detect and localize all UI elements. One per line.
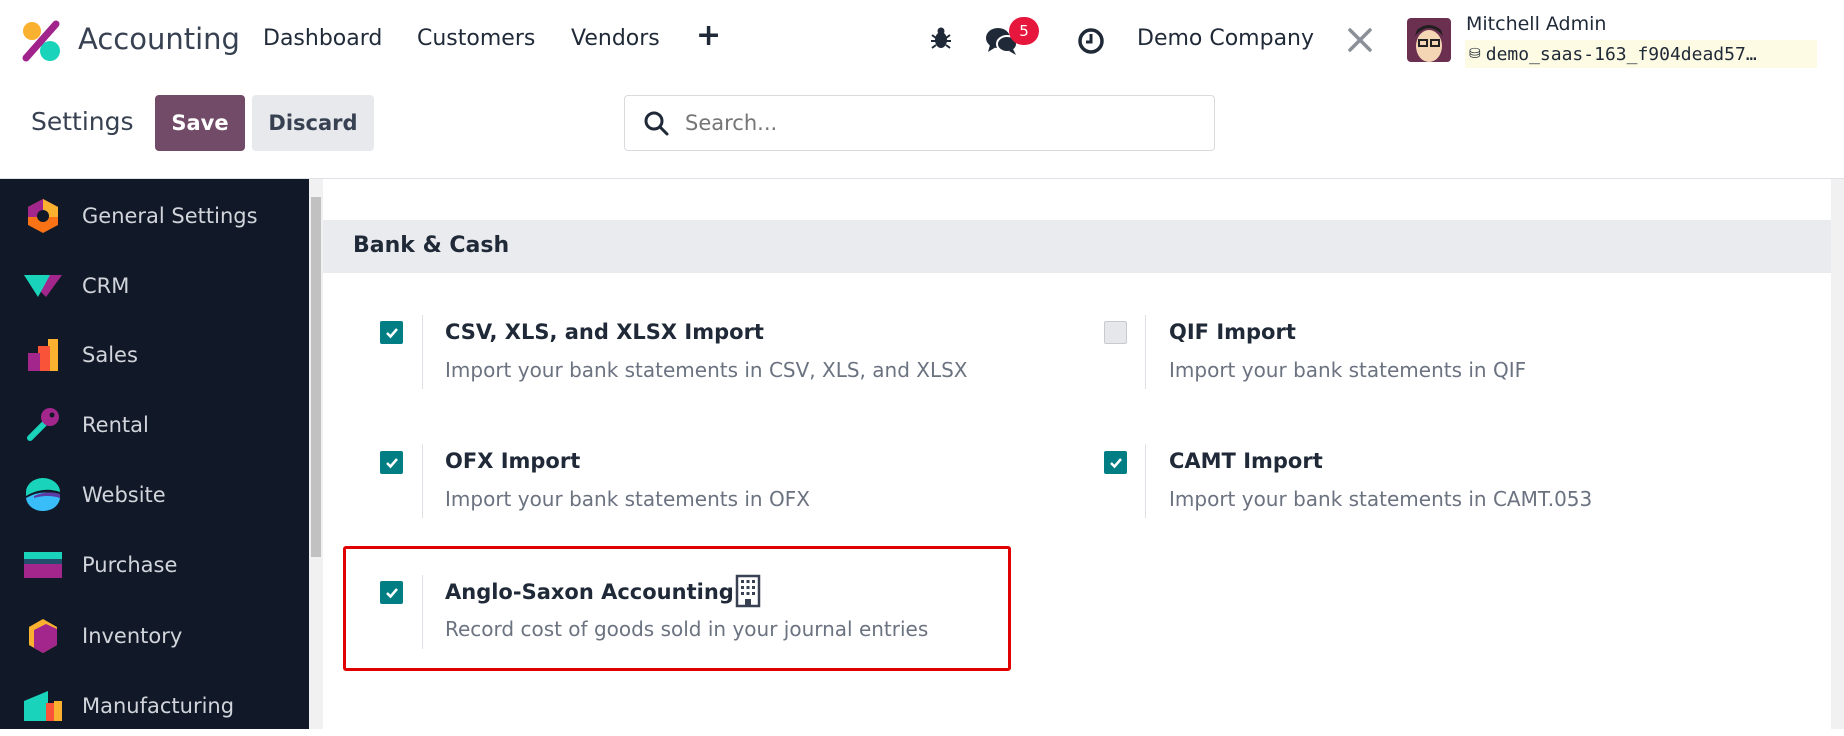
divider bbox=[1145, 444, 1146, 518]
divider bbox=[1145, 315, 1146, 389]
sidebar-item-label: Purchase bbox=[82, 553, 178, 577]
setting-description: Import your bank statements in CSV, XLS,… bbox=[445, 358, 968, 382]
app-title: Accounting bbox=[78, 22, 240, 56]
search-box[interactable] bbox=[624, 95, 1215, 151]
setting-description: Import your bank statements in OFX bbox=[445, 487, 810, 511]
chat-badge: 5 bbox=[1009, 17, 1039, 45]
sidebar-item-crm[interactable]: CRM bbox=[0, 256, 309, 316]
sidebar-item-label: Manufacturing bbox=[82, 694, 235, 718]
sidebar-item-general-settings[interactable]: General Settings bbox=[0, 186, 309, 246]
sidebar-item-inventory[interactable]: Inventory bbox=[0, 606, 309, 666]
sales-icon bbox=[28, 339, 58, 371]
check-icon bbox=[385, 457, 398, 468]
section-title: Bank & Cash bbox=[353, 233, 510, 258]
purchase-icon bbox=[24, 552, 62, 578]
divider bbox=[0, 178, 1844, 179]
sidebar-item-label: Inventory bbox=[82, 624, 183, 648]
sidebar-item-label: Sales bbox=[82, 343, 138, 367]
qif-import-checkbox[interactable] bbox=[1104, 321, 1127, 344]
section-header: Bank & Cash bbox=[323, 220, 1831, 273]
search-icon bbox=[644, 111, 669, 136]
sidebar: General Settings CRM Sales Rental Websit… bbox=[0, 179, 309, 729]
highlight-box bbox=[343, 546, 1011, 671]
sidebar-item-label: General Settings bbox=[82, 204, 258, 228]
anglo-saxon-checkbox[interactable] bbox=[380, 581, 403, 604]
nav-customers[interactable]: Customers bbox=[417, 26, 536, 51]
plus-icon[interactable]: + bbox=[696, 18, 722, 53]
nav-vendors[interactable]: Vendors bbox=[571, 26, 660, 51]
company-switcher[interactable]: Demo Company bbox=[1137, 26, 1315, 51]
setting-description: Import your bank statements in QIF bbox=[1169, 358, 1527, 382]
user-name[interactable]: Mitchell Admin bbox=[1466, 13, 1607, 35]
chat-icon bbox=[986, 28, 1018, 55]
sidebar-item-website[interactable]: Website bbox=[0, 465, 309, 525]
clock-icon[interactable] bbox=[1077, 27, 1105, 59]
discard-button[interactable]: Discard bbox=[252, 95, 374, 151]
building-icon bbox=[735, 574, 761, 612]
chat-button[interactable] bbox=[985, 24, 1025, 58]
nav-dashboard[interactable]: Dashboard bbox=[263, 26, 383, 51]
ofx-import-checkbox[interactable] bbox=[380, 451, 403, 474]
content-scrollbar[interactable] bbox=[1831, 179, 1844, 729]
app-logo[interactable] bbox=[22, 20, 62, 62]
sidebar-scrollbar[interactable] bbox=[309, 179, 323, 729]
database-badge: ⛁ demo_saas-163_f904dead57… bbox=[1465, 40, 1817, 68]
crm-icon bbox=[24, 275, 62, 297]
csv-import-checkbox[interactable] bbox=[380, 321, 403, 344]
check-icon bbox=[385, 327, 398, 338]
sidebar-item-label: Website bbox=[82, 483, 166, 507]
bug-icon[interactable] bbox=[930, 26, 952, 54]
sidebar-item-rental[interactable]: Rental bbox=[0, 395, 309, 455]
page-title: Settings bbox=[31, 107, 134, 136]
divider bbox=[422, 315, 423, 389]
avatar[interactable] bbox=[1407, 18, 1451, 62]
sidebar-item-label: CRM bbox=[82, 274, 130, 298]
manufacturing-icon bbox=[24, 691, 62, 721]
setting-title: Anglo-Saxon Accounting bbox=[445, 580, 734, 604]
setting-description: Record cost of goods sold in your journa… bbox=[445, 617, 929, 641]
camt-import-checkbox[interactable] bbox=[1104, 451, 1127, 474]
database-name: demo_saas-163_f904dead57… bbox=[1485, 43, 1757, 65]
tools-icon[interactable] bbox=[1346, 26, 1374, 58]
sidebar-item-manufacturing[interactable]: Manufacturing bbox=[0, 676, 309, 736]
inventory-icon bbox=[29, 619, 57, 653]
rental-icon bbox=[27, 408, 59, 441]
database-icon: ⛁ bbox=[1469, 46, 1481, 62]
check-icon bbox=[385, 587, 398, 598]
sidebar-item-sales[interactable]: Sales bbox=[0, 325, 309, 385]
check-icon bbox=[1109, 457, 1122, 468]
save-button[interactable]: Save bbox=[155, 95, 245, 151]
setting-title: CSV, XLS, and XLSX Import bbox=[445, 320, 764, 344]
setting-title: CAMT Import bbox=[1169, 449, 1323, 473]
setting-title: QIF Import bbox=[1169, 320, 1296, 344]
divider bbox=[422, 444, 423, 518]
sidebar-item-purchase[interactable]: Purchase bbox=[0, 535, 309, 595]
general-settings-icon bbox=[28, 199, 58, 233]
accounting-logo-icon bbox=[22, 20, 60, 62]
search-input[interactable] bbox=[685, 106, 1185, 140]
website-icon bbox=[26, 478, 61, 512]
sidebar-item-label: Rental bbox=[82, 413, 149, 437]
setting-description: Import your bank statements in CAMT.053 bbox=[1169, 487, 1593, 511]
divider bbox=[422, 575, 423, 649]
setting-title: OFX Import bbox=[445, 449, 581, 473]
